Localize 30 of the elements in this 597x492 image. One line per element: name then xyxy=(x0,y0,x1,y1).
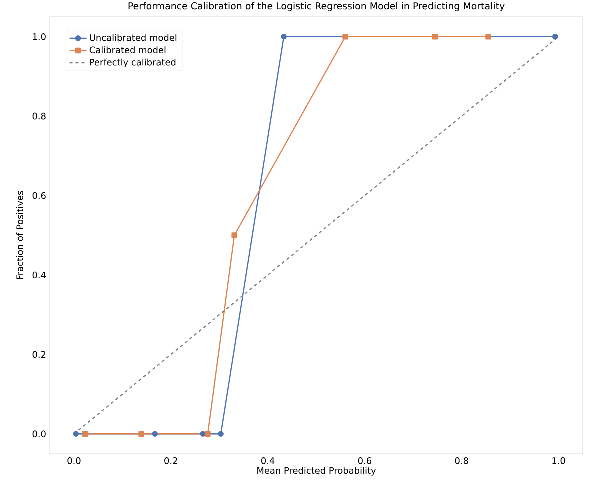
point xyxy=(432,34,438,40)
legend-label: Calibrated model xyxy=(90,46,166,54)
y-tick-label: 0.8 xyxy=(32,112,46,120)
x-tick-label: 0.4 xyxy=(262,458,275,464)
legend-label: Uncalibrated model xyxy=(90,34,177,42)
point xyxy=(342,34,348,40)
legend-label: Perfectly calibrated xyxy=(90,58,176,68)
point xyxy=(205,431,211,438)
x-tick-label: 1.0 xyxy=(552,458,566,464)
y-tick-label: 0.4 xyxy=(32,272,46,279)
point xyxy=(552,34,558,40)
y-tick-label: 0.0 xyxy=(32,430,46,438)
x-tick-label: 0.8 xyxy=(455,458,468,464)
x-tick-label: 0.6 xyxy=(358,458,372,464)
point xyxy=(486,34,492,40)
y-tick-label: 0.6 xyxy=(32,192,46,200)
x-tick-label: 0.0 xyxy=(68,458,81,464)
point xyxy=(218,431,224,438)
point xyxy=(232,232,238,238)
point xyxy=(82,431,88,438)
x-tick-label: 0.2 xyxy=(164,458,178,464)
chart-title: Performance Calibration of the Logistic Regression Model in Predicting Mortality xyxy=(128,2,505,12)
y-tick-label: 1.0 xyxy=(33,33,46,40)
point xyxy=(73,431,80,438)
y-tick-label: 0.2 xyxy=(32,351,46,358)
point xyxy=(281,34,287,40)
point xyxy=(138,431,144,438)
x-axis-title: Mean Predicted Probability xyxy=(258,467,376,476)
point xyxy=(152,431,158,438)
y-axis-title: Fraction of Positives xyxy=(16,191,24,280)
